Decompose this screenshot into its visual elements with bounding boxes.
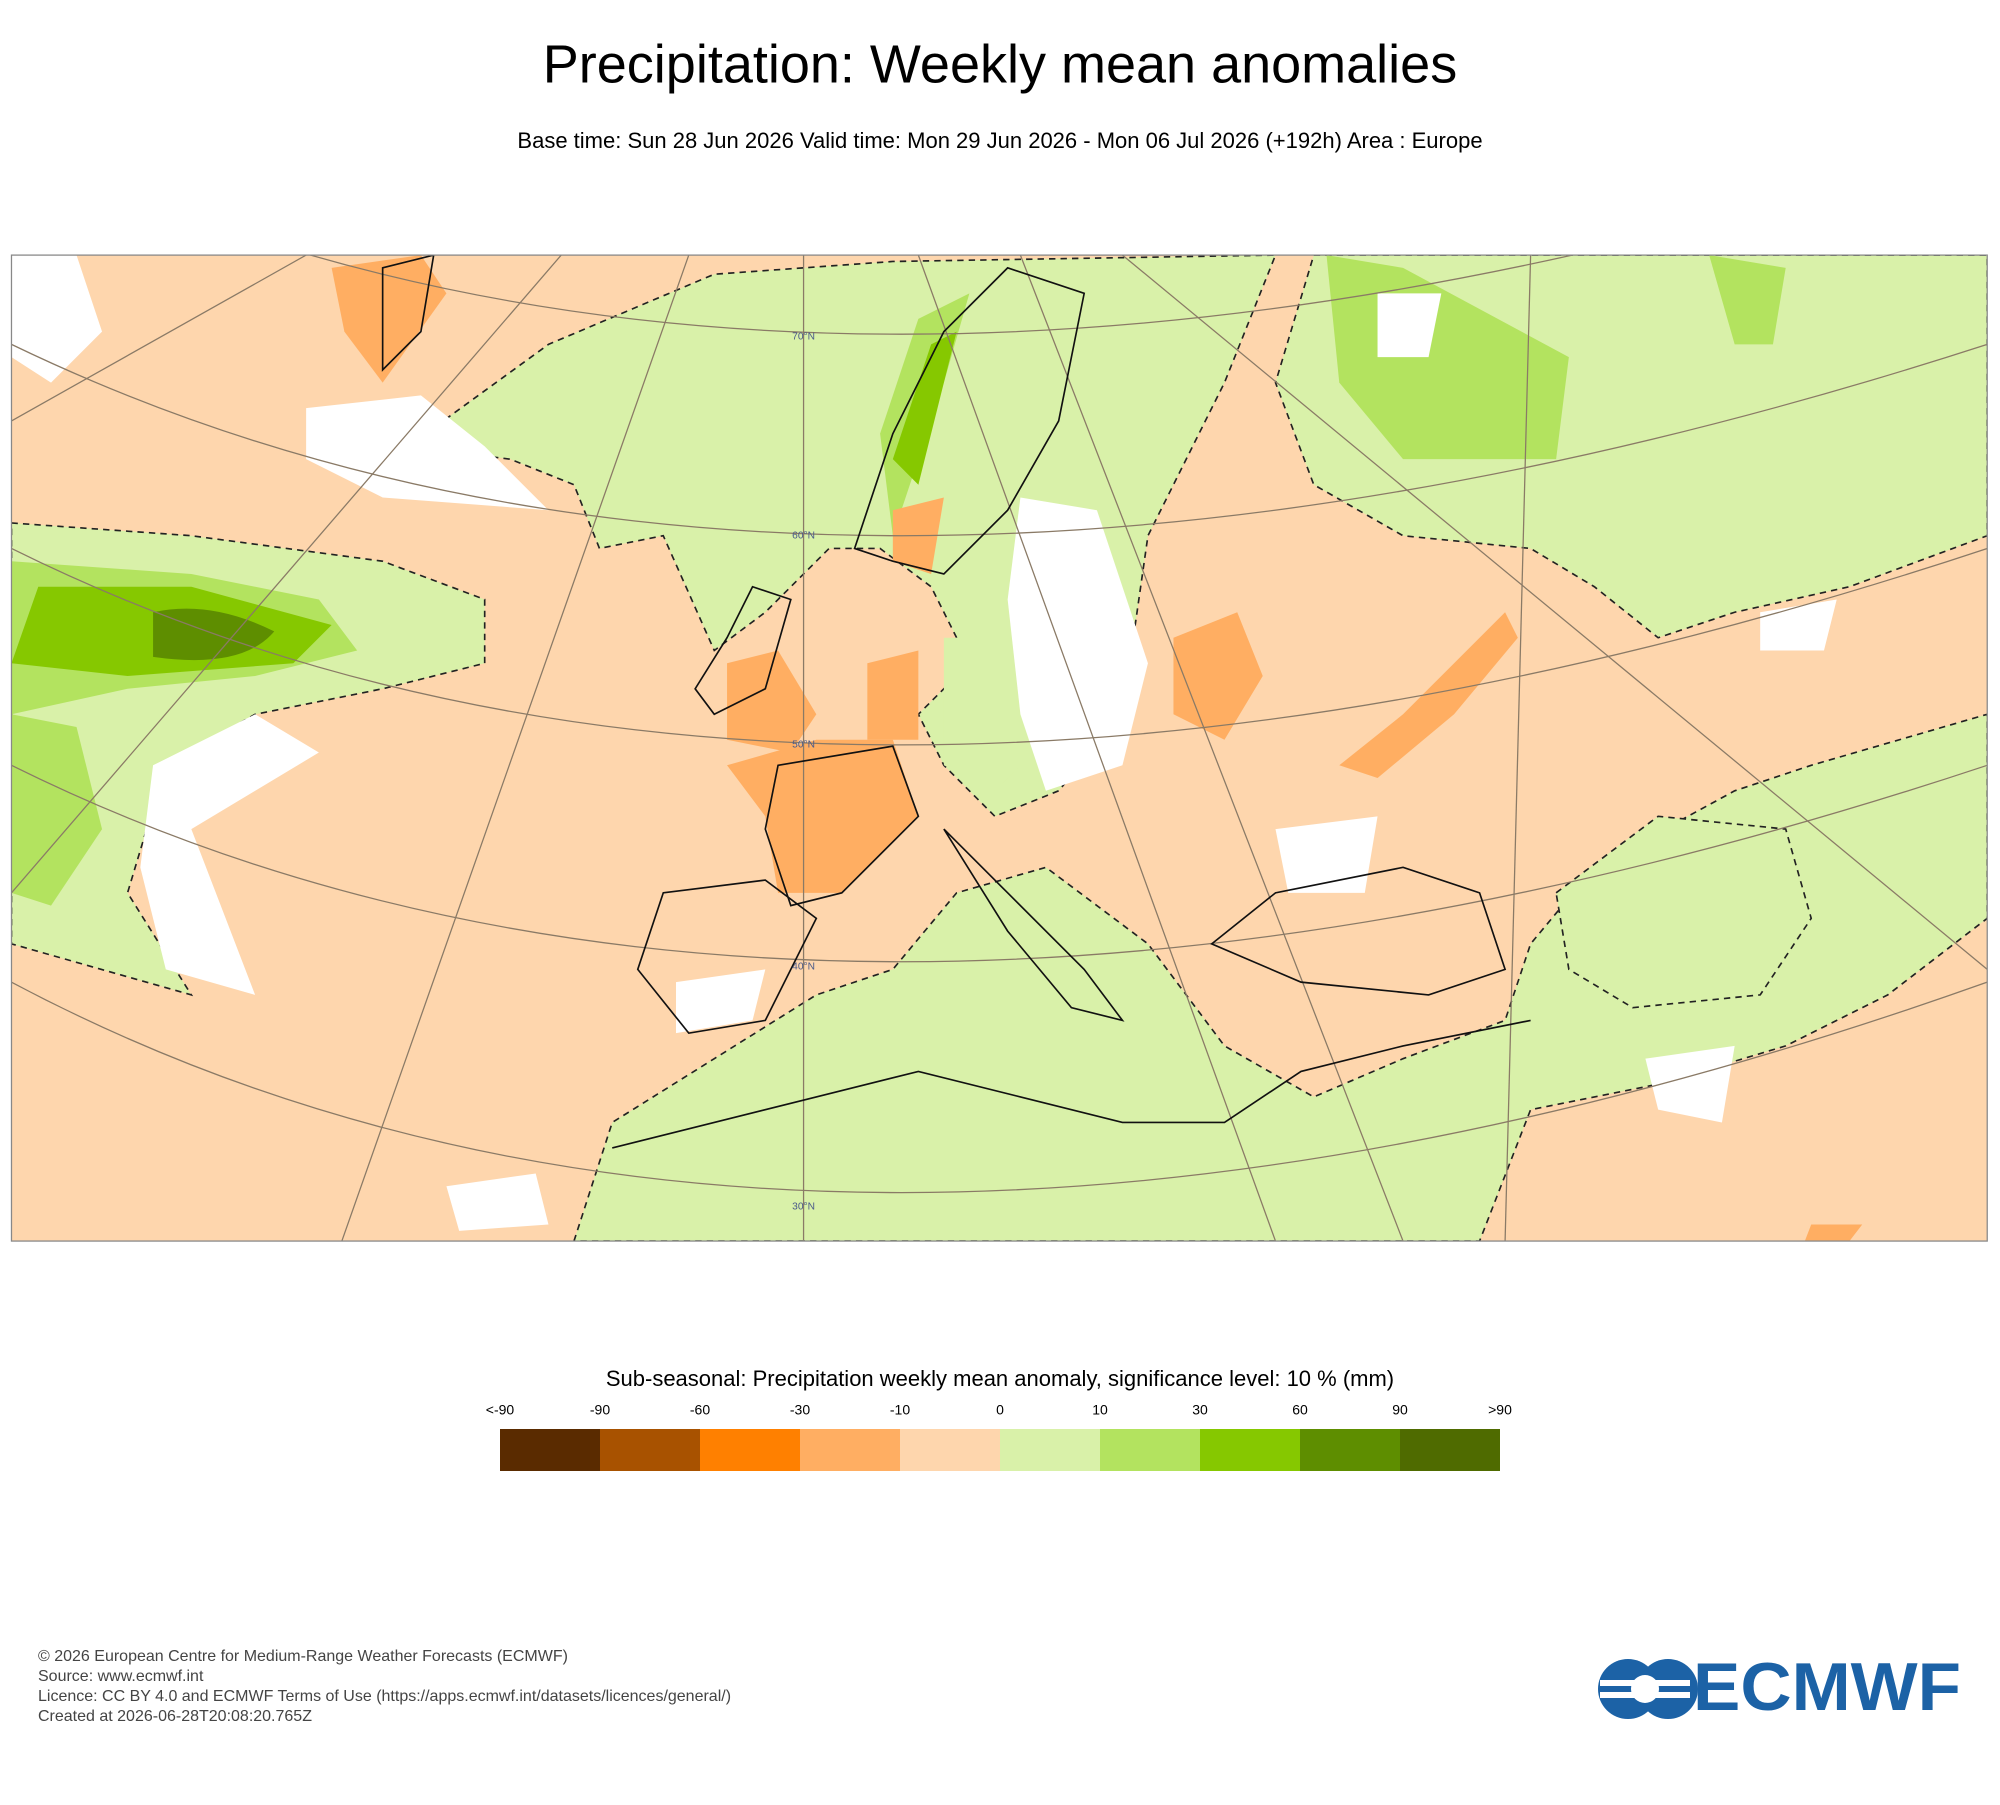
legend-swatch bbox=[700, 1429, 800, 1471]
legend-label: -30 bbox=[790, 1402, 810, 1418]
coastlines bbox=[381, 255, 1531, 1149]
legend-label: >90 bbox=[1488, 1402, 1512, 1418]
latitude-label: 70°N bbox=[792, 331, 815, 342]
anomaly-area bbox=[892, 331, 957, 485]
latitude-label: 50°N bbox=[792, 740, 815, 751]
latitude-label: 60°N bbox=[792, 530, 815, 541]
logo-icon bbox=[1598, 1659, 1698, 1719]
insignificant-area bbox=[446, 1173, 549, 1231]
legend-label: -90 bbox=[590, 1402, 610, 1418]
parallel bbox=[11, 764, 1988, 963]
insignificant-area bbox=[676, 969, 766, 1034]
parallel bbox=[11, 547, 1988, 746]
coastline bbox=[943, 828, 1125, 1022]
footer-line: © 2026 European Centre for Medium-Range … bbox=[38, 1648, 568, 1665]
latitude-label: 40°N bbox=[792, 962, 815, 973]
anomaly-area bbox=[1555, 815, 1813, 1009]
coastline bbox=[853, 266, 1086, 575]
meridian bbox=[1504, 255, 1532, 1242]
legend-label: <-90 bbox=[486, 1402, 515, 1418]
insignificant-area bbox=[1007, 497, 1148, 791]
legend-swatch bbox=[600, 1429, 700, 1471]
meridian bbox=[11, 255, 562, 894]
map-fields bbox=[11, 255, 1988, 1242]
insignificant-area bbox=[140, 714, 319, 995]
legend-title: Sub-seasonal: Precipitation weekly mean … bbox=[606, 1366, 1394, 1391]
coastline bbox=[636, 879, 818, 1035]
legend-swatch bbox=[1400, 1429, 1500, 1471]
latitude-labels: 70°N 60°N 50°N 40°N 30°N bbox=[792, 331, 815, 1212]
anomaly-area bbox=[1709, 255, 1786, 345]
anomaly-area bbox=[11, 714, 103, 906]
meridian bbox=[1122, 255, 1988, 970]
legend-label: 30 bbox=[1192, 1402, 1208, 1418]
anomaly-area bbox=[1804, 1224, 1863, 1242]
coastline bbox=[612, 1019, 1531, 1149]
footer-line: Source: www.ecmwf.int bbox=[38, 1668, 204, 1685]
meridian bbox=[11, 255, 307, 422]
legend-swatch bbox=[900, 1429, 1000, 1471]
coastline bbox=[764, 745, 920, 907]
legend-label: -10 bbox=[890, 1402, 910, 1418]
legend-label: 0 bbox=[996, 1402, 1004, 1418]
legend-label: 90 bbox=[1392, 1402, 1408, 1418]
legend-swatch bbox=[800, 1429, 900, 1471]
map: 70°N 60°N 50°N 40°N 30°N bbox=[10, 254, 1988, 1242]
legend-swatch bbox=[500, 1429, 600, 1471]
logo-circle bbox=[1638, 1659, 1698, 1719]
meridian bbox=[341, 255, 690, 1242]
insignificant-area bbox=[1275, 816, 1378, 893]
parallel bbox=[308, 255, 1575, 335]
graticule bbox=[11, 255, 1988, 1242]
anomaly-area bbox=[1339, 612, 1518, 779]
legend-label: 60 bbox=[1292, 1402, 1308, 1418]
logo-hole bbox=[1631, 1675, 1659, 1703]
logo: ECMWF bbox=[1598, 1649, 1961, 1725]
insignificant-area bbox=[11, 255, 103, 383]
anomaly-area bbox=[331, 255, 447, 383]
parallel bbox=[11, 981, 1988, 1194]
legend: <-90 -90 -60 -30 -10 0 10 30 60 90 >90 bbox=[486, 1402, 1512, 1471]
meridian bbox=[917, 255, 1277, 1242]
meridian bbox=[1019, 255, 1404, 1242]
coastline bbox=[381, 255, 435, 372]
legend-label: -60 bbox=[690, 1402, 710, 1418]
legend-swatch bbox=[1200, 1429, 1300, 1471]
legend-label: 10 bbox=[1092, 1402, 1108, 1418]
title: Precipitation: Weekly mean anomalies bbox=[543, 34, 1457, 94]
parallel bbox=[11, 343, 1988, 537]
footer: © 2026 European Centre for Medium-Range … bbox=[38, 1648, 731, 1725]
footer-line: Created at 2026-06-28T20:08:20.765Z bbox=[38, 1708, 312, 1725]
legend-swatch bbox=[1000, 1429, 1100, 1471]
coastline bbox=[694, 585, 792, 716]
map-frame bbox=[10, 254, 1988, 1242]
insignificant-area bbox=[1377, 293, 1442, 358]
anomaly-area bbox=[727, 650, 817, 753]
legend-swatch bbox=[1300, 1429, 1400, 1471]
footer-line: Licence: CC BY 4.0 and ECMWF Terms of Us… bbox=[38, 1688, 731, 1705]
logo-text: ECMWF bbox=[1693, 1649, 1961, 1725]
legend-swatch bbox=[1100, 1429, 1200, 1471]
subtitle: Base time: Sun 28 Jun 2026 Valid time: M… bbox=[517, 128, 1482, 153]
latitude-label: 30°N bbox=[792, 1201, 815, 1212]
insignificant-area bbox=[1645, 1045, 1735, 1123]
coastline bbox=[1210, 866, 1507, 996]
anomaly-area bbox=[867, 650, 919, 740]
